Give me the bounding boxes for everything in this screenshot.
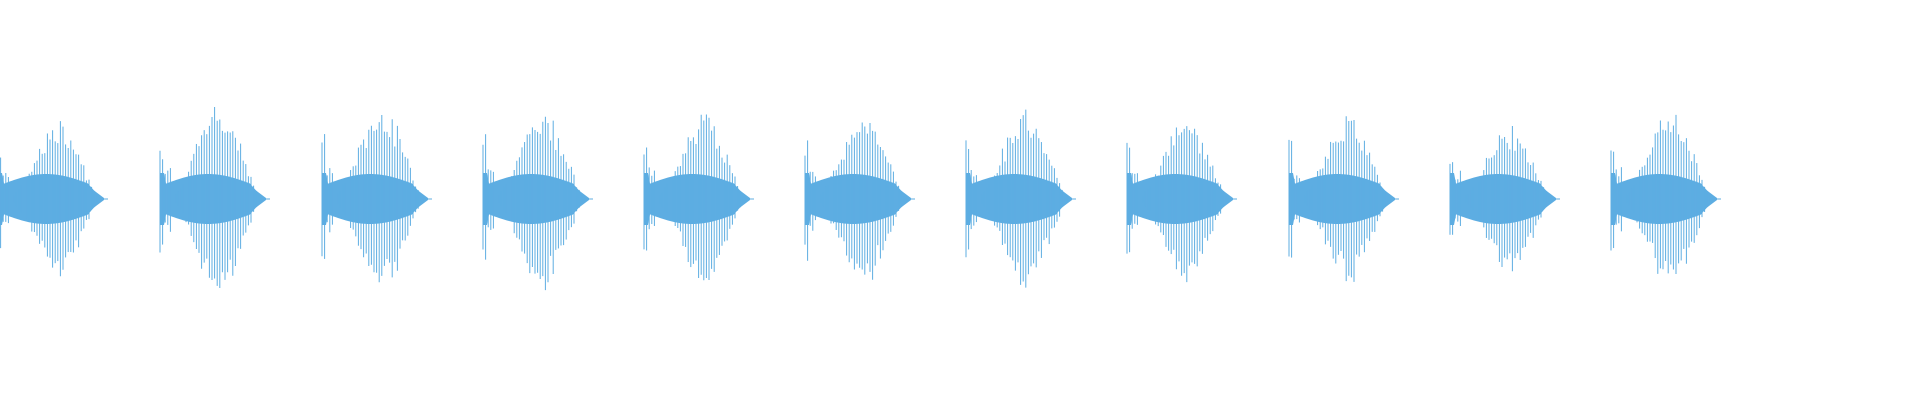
- waveform-burst: [1610, 114, 1721, 275]
- waveform-burst: [965, 109, 1076, 288]
- waveform-burst: [1288, 116, 1399, 282]
- waveform-burst: [1126, 126, 1237, 283]
- waveform-burst: [804, 122, 915, 280]
- waveform-burst: [643, 114, 754, 281]
- waveform-burst: [159, 107, 270, 289]
- waveform-core: [0, 173, 104, 225]
- waveform-burst: [482, 116, 593, 291]
- waveform-burst: [321, 115, 432, 283]
- waveform-burst: [1449, 125, 1560, 272]
- waveform-burst: [0, 121, 108, 277]
